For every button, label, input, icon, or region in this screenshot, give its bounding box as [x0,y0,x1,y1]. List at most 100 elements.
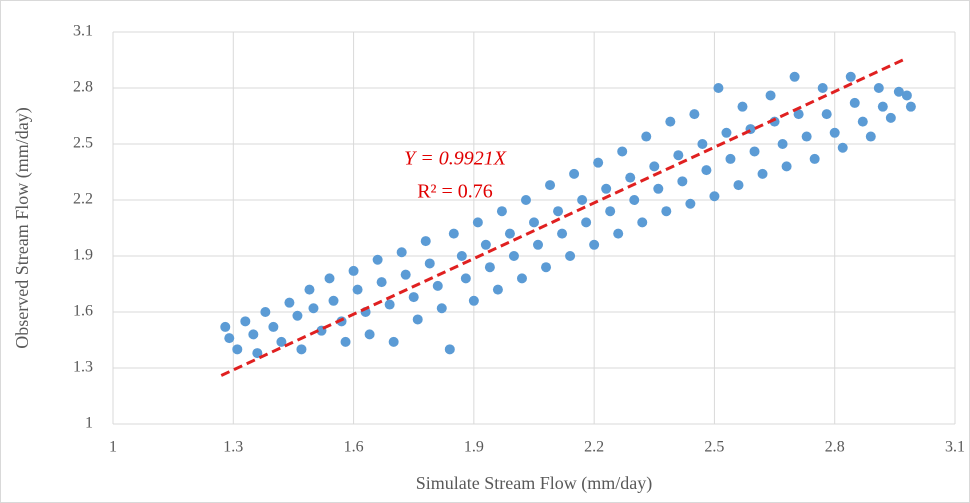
y-tick-label: 1 [85,415,93,432]
point [496,206,507,217]
point [605,206,616,217]
point [817,83,828,93]
point [276,336,287,347]
point [577,195,588,205]
x-tick-label: 2.8 [825,439,845,456]
point [460,273,471,284]
point [448,228,459,239]
point [348,265,359,276]
point [685,198,696,209]
point [677,176,688,187]
point [877,101,888,112]
point [737,101,748,112]
point [396,247,407,258]
point [613,228,624,239]
point [809,153,820,164]
point [376,277,387,288]
point [224,333,235,344]
point [541,262,552,273]
grid [112,31,956,425]
point [765,90,776,101]
x-tick-label: 1.9 [464,439,484,456]
point [589,239,600,250]
point [617,146,628,157]
point [821,109,832,120]
point [372,254,383,265]
point [673,150,684,161]
point [324,273,335,284]
point [757,168,768,179]
point [292,310,303,321]
x-tick-label: 1.6 [344,439,364,456]
point [601,183,612,194]
x-tick-label: 1.3 [223,439,243,456]
point [296,344,307,355]
point [352,284,363,295]
point [777,139,788,149]
y-tick-label: 1.3 [73,359,93,376]
y-axis-label: Observed Stream Flow (mm/day) [12,107,33,348]
point [220,321,231,332]
point [340,336,351,347]
point [516,273,527,284]
point [436,303,447,314]
point [637,217,648,228]
point [857,116,868,127]
point [533,239,544,250]
point [412,314,423,325]
point [641,131,652,142]
point [252,348,263,359]
point [865,131,876,142]
point [649,161,660,172]
point [569,168,580,179]
point [829,127,840,138]
point [232,344,243,355]
point [384,299,395,310]
x-tick-label: 2.2 [584,439,604,456]
y-tick-label: 2.2 [73,191,93,208]
point [420,236,431,247]
point [484,262,495,273]
point [837,142,848,153]
point [557,228,568,239]
point [709,191,720,202]
y-tick-label: 1.9 [73,247,93,264]
y-tick-label: 2.8 [73,79,93,96]
point [468,295,479,306]
point [789,71,800,82]
point [665,116,676,127]
point [905,101,916,112]
point [508,251,519,261]
point [268,321,279,332]
point [781,161,792,172]
point [424,258,435,269]
point [901,90,912,101]
point [260,307,271,317]
point [408,292,419,303]
point [553,206,564,217]
annotation: R² = 0.76 [417,181,493,203]
point [364,329,375,340]
points [220,71,916,359]
point [388,336,399,347]
point [689,109,700,120]
point [240,316,251,327]
point [593,157,604,168]
point [492,284,503,295]
point [721,127,732,138]
point [629,195,640,205]
point [472,217,483,228]
point [793,109,804,120]
point [893,86,904,97]
point [697,139,708,149]
point [733,180,744,191]
point [701,165,712,176]
point [480,239,491,250]
point [581,217,592,228]
point [456,251,467,261]
point [328,295,339,306]
x-tick-label: 3.1 [945,439,965,456]
point [284,297,295,308]
